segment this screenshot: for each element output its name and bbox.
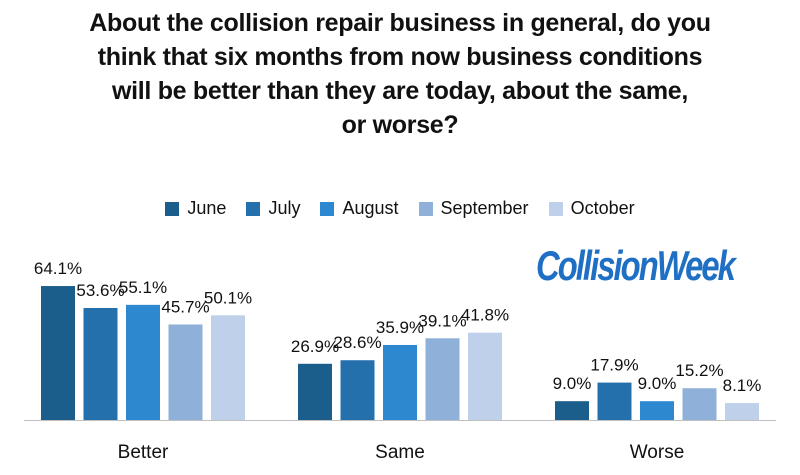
bar-worse-august: [640, 401, 674, 420]
legend-label: September: [440, 198, 529, 218]
legend-item-august: August: [320, 198, 399, 219]
legend-swatch: [165, 201, 180, 216]
bar-better-september: [168, 324, 203, 420]
data-label-same-august: 35.9%: [376, 318, 424, 337]
bar-worse-october: [725, 403, 759, 420]
data-label-worse-august: 9.0%: [638, 374, 677, 393]
data-label-better-july: 53.6%: [76, 281, 124, 300]
legend-swatch: [548, 201, 563, 216]
bar-better-june: [41, 286, 75, 420]
legend-label: June: [187, 198, 227, 218]
category-label-better: Better: [118, 442, 169, 463]
legend-swatch: [320, 201, 335, 216]
data-label-better-august: 55.1%: [119, 278, 167, 297]
data-label-same-september: 39.1%: [418, 311, 466, 330]
data-label-worse-october: 8.1%: [723, 376, 762, 395]
bar-better-august: [126, 304, 160, 420]
legend-swatch: [246, 201, 261, 216]
bar-same-july: [340, 360, 375, 420]
legend-label: October: [570, 198, 635, 218]
data-label-worse-september: 15.2%: [675, 361, 723, 380]
legend-item-july: July: [246, 198, 300, 219]
chart-legend: June July August September October: [0, 198, 800, 219]
bar-same-september: [425, 338, 460, 420]
bar-better-october: [211, 315, 245, 420]
bar-better-july: [83, 307, 118, 420]
data-label-worse-july: 17.9%: [590, 356, 638, 375]
bar-worse-july: [597, 382, 632, 420]
legend-swatch: [418, 201, 433, 216]
legend-label: July: [268, 198, 301, 218]
bar-same-june: [298, 363, 332, 420]
data-label-better-september: 45.7%: [161, 297, 209, 316]
legend-item-october: October: [548, 198, 635, 219]
collisionweek-logo: CollisionWeek: [536, 242, 736, 289]
category-label-same: Same: [375, 442, 425, 463]
data-label-same-june: 26.9%: [291, 337, 339, 356]
data-label-worse-june: 9.0%: [553, 374, 592, 393]
data-label-same-october: 41.8%: [461, 306, 509, 325]
chart-title: About the collision repair business in g…: [89, 9, 711, 139]
data-label-same-july: 28.6%: [333, 333, 381, 352]
bar-same-october: [468, 332, 502, 420]
bar-worse-september: [682, 388, 717, 420]
legend-label: August: [342, 198, 399, 218]
bar-worse-june: [555, 401, 589, 420]
legend-item-june: June: [165, 198, 226, 219]
data-label-better-june: 64.1%: [34, 259, 82, 278]
bar-same-august: [383, 344, 417, 420]
data-label-better-october: 50.1%: [204, 288, 252, 307]
category-label-worse: Worse: [630, 442, 685, 463]
legend-item-september: September: [418, 198, 529, 219]
